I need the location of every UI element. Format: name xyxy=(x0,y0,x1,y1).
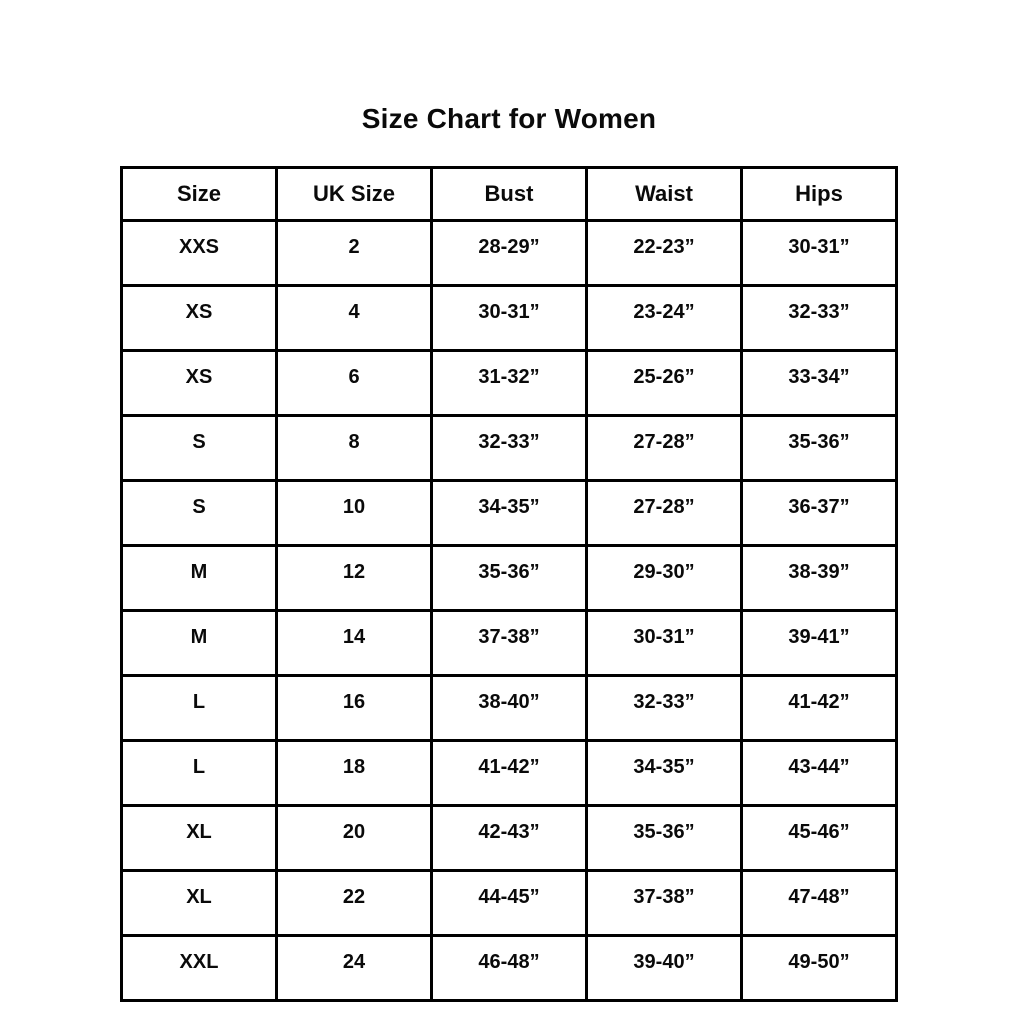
cell-waist: 25-26” xyxy=(585,349,743,417)
page-title: Size Chart for Women xyxy=(361,103,657,134)
cell-hips: 41-42” xyxy=(740,674,898,742)
cell-waist: 34-35” xyxy=(585,739,743,807)
table-row: M 12 35-36” 29-30” 38-39” xyxy=(120,544,898,612)
cell-uk: 10 xyxy=(275,479,433,547)
cell-uk: 2 xyxy=(275,219,433,287)
cell-bust: 46-48” xyxy=(430,934,588,1002)
cell-size: XXS xyxy=(120,219,278,287)
cell-waist: 23-24” xyxy=(585,284,743,352)
cell-uk: 4 xyxy=(275,284,433,352)
cell-bust: 32-33” xyxy=(430,414,588,482)
cell-hips: 36-37” xyxy=(740,479,898,547)
column-header-size: Size xyxy=(120,166,278,222)
cell-waist: 27-28” xyxy=(585,479,743,547)
table-body: XXS 2 28-29” 22-23” 30-31” XS 4 30-31” 2… xyxy=(120,219,898,1002)
cell-size: XL xyxy=(120,804,278,872)
table-row: S 10 34-35” 27-28” 36-37” xyxy=(120,479,898,547)
cell-size: M xyxy=(120,609,278,677)
cell-uk: 8 xyxy=(275,414,433,482)
table-row: XXL 24 46-48” 39-40” 49-50” xyxy=(120,934,898,1002)
cell-hips: 33-34” xyxy=(740,349,898,417)
cell-size: XS xyxy=(120,284,278,352)
table-row: XS 4 30-31” 23-24” 32-33” xyxy=(120,284,898,352)
cell-bust: 28-29” xyxy=(430,219,588,287)
cell-uk: 24 xyxy=(275,934,433,1002)
cell-size: S xyxy=(120,479,278,547)
cell-uk: 18 xyxy=(275,739,433,807)
table-row: XS 6 31-32” 25-26” 33-34” xyxy=(120,349,898,417)
table-header: Size UK Size Bust Waist Hips xyxy=(120,166,898,222)
cell-uk: 16 xyxy=(275,674,433,742)
cell-waist: 27-28” xyxy=(585,414,743,482)
cell-size: L xyxy=(120,674,278,742)
cell-hips: 43-44” xyxy=(740,739,898,807)
cell-hips: 30-31” xyxy=(740,219,898,287)
cell-bust: 30-31” xyxy=(430,284,588,352)
cell-bust: 37-38” xyxy=(430,609,588,677)
size-chart-table: Size UK Size Bust Waist Hips XXS 2 28-29… xyxy=(120,166,898,1002)
table-row: XXS 2 28-29” 22-23” 30-31” xyxy=(120,219,898,287)
cell-bust: 42-43” xyxy=(430,804,588,872)
column-header-bust: Bust xyxy=(430,166,588,222)
cell-waist: 29-30” xyxy=(585,544,743,612)
cell-size: XXL xyxy=(120,934,278,1002)
table-row: M 14 37-38” 30-31” 39-41” xyxy=(120,609,898,677)
cell-bust: 41-42” xyxy=(430,739,588,807)
cell-bust: 34-35” xyxy=(430,479,588,547)
table-row: XL 22 44-45” 37-38” 47-48” xyxy=(120,869,898,937)
cell-hips: 39-41” xyxy=(740,609,898,677)
cell-uk: 20 xyxy=(275,804,433,872)
cell-size: XL xyxy=(120,869,278,937)
cell-bust: 31-32” xyxy=(430,349,588,417)
cell-hips: 47-48” xyxy=(740,869,898,937)
cell-hips: 35-36” xyxy=(740,414,898,482)
cell-waist: 39-40” xyxy=(585,934,743,1002)
cell-size: M xyxy=(120,544,278,612)
cell-uk: 22 xyxy=(275,869,433,937)
cell-bust: 38-40” xyxy=(430,674,588,742)
table-row: L 18 41-42” 34-35” 43-44” xyxy=(120,739,898,807)
table-row: XL 20 42-43” 35-36” 45-46” xyxy=(120,804,898,872)
cell-waist: 37-38” xyxy=(585,869,743,937)
cell-size: L xyxy=(120,739,278,807)
cell-size: XS xyxy=(120,349,278,417)
cell-bust: 44-45” xyxy=(430,869,588,937)
cell-waist: 22-23” xyxy=(585,219,743,287)
column-header-waist: Waist xyxy=(585,166,743,222)
cell-hips: 32-33” xyxy=(740,284,898,352)
cell-bust: 35-36” xyxy=(430,544,588,612)
cell-uk: 14 xyxy=(275,609,433,677)
column-header-uk-size: UK Size xyxy=(275,166,433,222)
cell-uk: 6 xyxy=(275,349,433,417)
cell-size: S xyxy=(120,414,278,482)
column-header-hips: Hips xyxy=(740,166,898,222)
cell-hips: 38-39” xyxy=(740,544,898,612)
header-row: Size UK Size Bust Waist Hips xyxy=(120,166,898,222)
cell-hips: 45-46” xyxy=(740,804,898,872)
cell-hips: 49-50” xyxy=(740,934,898,1002)
cell-waist: 30-31” xyxy=(585,609,743,677)
cell-uk: 12 xyxy=(275,544,433,612)
table-row: L 16 38-40” 32-33” 41-42” xyxy=(120,674,898,742)
cell-waist: 35-36” xyxy=(585,804,743,872)
cell-waist: 32-33” xyxy=(585,674,743,742)
table-row: S 8 32-33” 27-28” 35-36” xyxy=(120,414,898,482)
